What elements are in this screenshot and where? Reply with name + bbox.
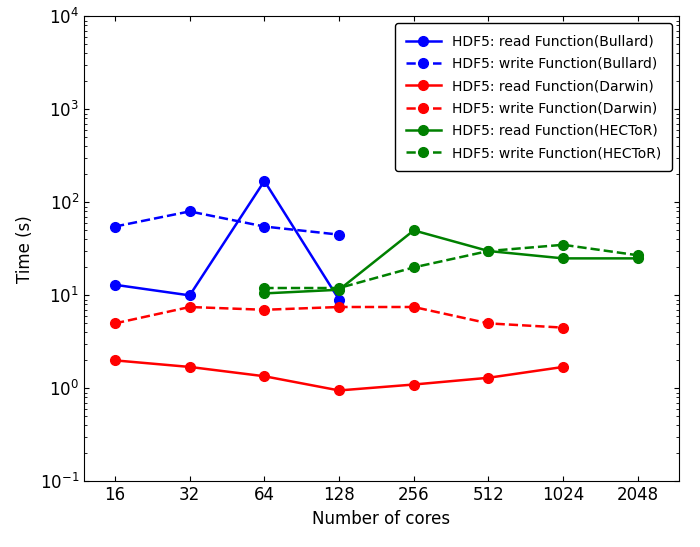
HDF5: read Function(Darwin): (32, 1.7): read Function(Darwin): (32, 1.7) [186, 364, 194, 370]
Line: HDF5: write Function(Bullard): HDF5: write Function(Bullard) [110, 207, 344, 240]
HDF5: write Function(HECToR): (512, 30): write Function(HECToR): (512, 30) [484, 248, 493, 254]
HDF5: read Function(Darwin): (128, 0.95): read Function(Darwin): (128, 0.95) [335, 387, 343, 394]
HDF5: write Function(Bullard): (64, 55): write Function(Bullard): (64, 55) [260, 223, 269, 230]
Line: HDF5: write Function(HECToR): HDF5: write Function(HECToR) [260, 240, 643, 293]
HDF5: read Function(Bullard): (64, 170): read Function(Bullard): (64, 170) [260, 178, 269, 184]
HDF5: read Function(Darwin): (16, 2): read Function(Darwin): (16, 2) [111, 357, 119, 364]
Line: HDF5: read Function(Bullard): HDF5: read Function(Bullard) [110, 176, 344, 305]
HDF5: read Function(HECToR): (256, 50): read Function(HECToR): (256, 50) [410, 227, 418, 234]
HDF5: read Function(Bullard): (32, 10): read Function(Bullard): (32, 10) [186, 292, 194, 299]
HDF5: write Function(HECToR): (1.02e+03, 35): write Function(HECToR): (1.02e+03, 35) [559, 242, 568, 248]
HDF5: write Function(Darwin): (32, 7.5): write Function(Darwin): (32, 7.5) [186, 304, 194, 310]
HDF5: write Function(HECToR): (64, 12): write Function(HECToR): (64, 12) [260, 285, 269, 292]
HDF5: read Function(HECToR): (1.02e+03, 25): read Function(HECToR): (1.02e+03, 25) [559, 255, 568, 261]
HDF5: write Function(HECToR): (2.05e+03, 27): write Function(HECToR): (2.05e+03, 27) [634, 252, 642, 259]
HDF5: write Function(Bullard): (128, 45): write Function(Bullard): (128, 45) [335, 231, 343, 238]
Line: HDF5: write Function(Darwin): HDF5: write Function(Darwin) [110, 302, 568, 333]
HDF5: write Function(Darwin): (128, 7.5): write Function(Darwin): (128, 7.5) [335, 304, 343, 310]
Line: HDF5: read Function(Darwin): HDF5: read Function(Darwin) [110, 356, 568, 395]
HDF5: read Function(Darwin): (1.02e+03, 1.7): read Function(Darwin): (1.02e+03, 1.7) [559, 364, 568, 370]
HDF5: read Function(Bullard): (128, 9): read Function(Bullard): (128, 9) [335, 296, 343, 303]
HDF5: write Function(Bullard): (32, 80): write Function(Bullard): (32, 80) [186, 208, 194, 214]
HDF5: write Function(HECToR): (256, 20): write Function(HECToR): (256, 20) [410, 264, 418, 271]
HDF5: read Function(Darwin): (256, 1.1): read Function(Darwin): (256, 1.1) [410, 381, 418, 388]
Y-axis label: Time (s): Time (s) [16, 215, 34, 283]
HDF5: write Function(HECToR): (128, 12): write Function(HECToR): (128, 12) [335, 285, 343, 292]
HDF5: write Function(Darwin): (1.02e+03, 4.5): write Function(Darwin): (1.02e+03, 4.5) [559, 324, 568, 331]
HDF5: write Function(Darwin): (256, 7.5): write Function(Darwin): (256, 7.5) [410, 304, 418, 310]
Line: HDF5: read Function(HECToR): HDF5: read Function(HECToR) [260, 225, 643, 298]
HDF5: read Function(HECToR): (64, 10.5): read Function(HECToR): (64, 10.5) [260, 290, 269, 296]
HDF5: write Function(Darwin): (64, 7): write Function(Darwin): (64, 7) [260, 306, 269, 313]
HDF5: read Function(Darwin): (512, 1.3): read Function(Darwin): (512, 1.3) [484, 375, 493, 381]
HDF5: write Function(Bullard): (16, 55): write Function(Bullard): (16, 55) [111, 223, 119, 230]
HDF5: read Function(HECToR): (2.05e+03, 25): read Function(HECToR): (2.05e+03, 25) [634, 255, 642, 261]
HDF5: read Function(Darwin): (64, 1.35): read Function(Darwin): (64, 1.35) [260, 373, 269, 380]
Legend: HDF5: read Function(Bullard), HDF5: write Function(Bullard), HDF5: read Function: HDF5: read Function(Bullard), HDF5: writ… [395, 24, 672, 171]
HDF5: read Function(HECToR): (128, 11.5): read Function(HECToR): (128, 11.5) [335, 287, 343, 293]
HDF5: write Function(Darwin): (16, 5): write Function(Darwin): (16, 5) [111, 320, 119, 327]
HDF5: read Function(HECToR): (512, 30): read Function(HECToR): (512, 30) [484, 248, 493, 254]
X-axis label: Number of cores: Number of cores [312, 510, 451, 528]
HDF5: read Function(Bullard): (16, 13): read Function(Bullard): (16, 13) [111, 282, 119, 288]
HDF5: write Function(Darwin): (512, 5): write Function(Darwin): (512, 5) [484, 320, 493, 327]
